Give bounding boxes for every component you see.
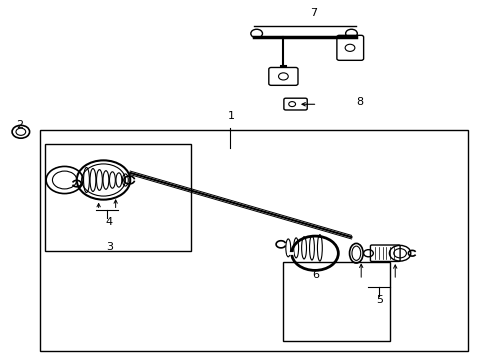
Bar (40, 130, 467, 351)
Text: 7: 7 (309, 8, 317, 18)
Text: 8: 8 (356, 97, 363, 107)
Text: 3: 3 (106, 242, 113, 252)
Text: 6: 6 (312, 270, 319, 280)
Text: 4: 4 (106, 217, 113, 227)
Text: 5: 5 (375, 295, 382, 305)
Text: 1: 1 (227, 111, 234, 121)
Text: 2: 2 (16, 120, 23, 130)
Bar (283, 262, 389, 341)
Bar (45, 144, 191, 251)
